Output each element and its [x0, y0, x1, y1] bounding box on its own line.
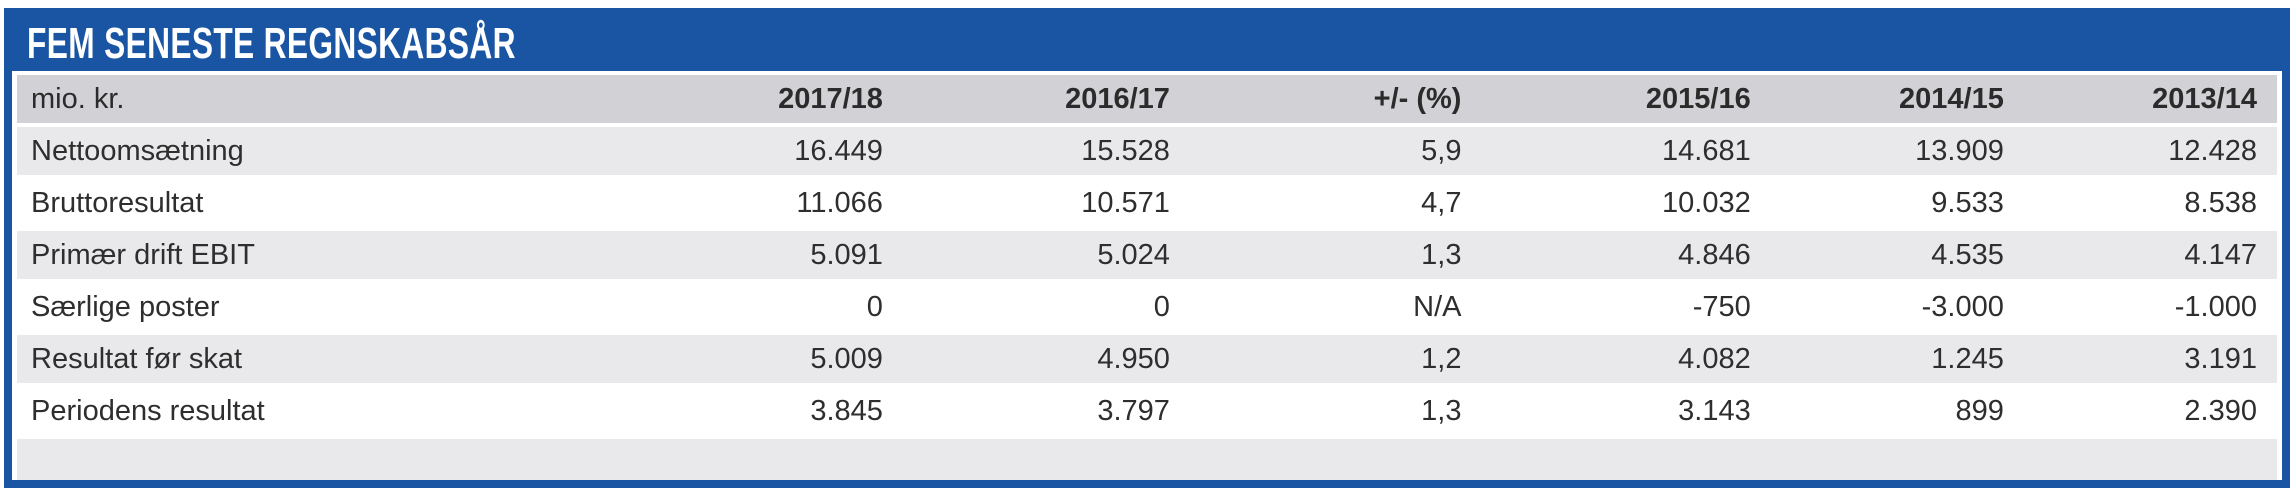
- cell-value: 1.245: [1770, 333, 2024, 387]
- empty-footer-cell: [17, 437, 2277, 480]
- cell-value: 5.024: [902, 229, 1190, 283]
- cell-value: 9.533: [1770, 177, 2024, 231]
- cell-value: 3.191: [2023, 333, 2277, 387]
- column-header-201718: 2017/18: [604, 75, 903, 127]
- financial-table-card: FEM SENESTE REGNSKABSÅR mio. kr. 2017/18…: [4, 8, 2290, 488]
- card-title-bar: FEM SENESTE REGNSKABSÅR: [12, 16, 2282, 71]
- column-header-201617: 2016/17: [902, 75, 1190, 127]
- row-label: Resultat før skat: [17, 333, 605, 387]
- cell-value: -3.000: [1770, 281, 2024, 335]
- cell-value: 4.147: [2023, 229, 2277, 283]
- cell-value: 4.950: [902, 333, 1190, 387]
- cell-value: 1,2: [1189, 333, 1482, 387]
- cell-value: 8.538: [2023, 177, 2277, 231]
- cell-value: 12.428: [2023, 125, 2277, 179]
- cell-value: 3.845: [604, 385, 903, 439]
- cell-value: 5.091: [604, 229, 903, 283]
- cell-value: -1.000: [2023, 281, 2277, 335]
- column-header-201516: 2015/16: [1481, 75, 1771, 127]
- cell-value: 5.009: [604, 333, 903, 387]
- row-label: Bruttoresultat: [17, 177, 605, 231]
- row-label: Periodens resultat: [17, 385, 605, 439]
- table-content: mio. kr. 2017/18 2016/17 +/- (%) 2015/16 201…: [12, 71, 2282, 480]
- unit-label: mio. kr.: [17, 75, 605, 127]
- cell-value: 4.535: [1770, 229, 2024, 283]
- cell-value: 0: [604, 281, 903, 335]
- cell-value: 5,9: [1189, 125, 1482, 179]
- column-header-: +/- (%): [1189, 75, 1482, 127]
- cell-value: 0: [902, 281, 1190, 335]
- cell-value: -750: [1481, 281, 1771, 335]
- cell-value: 3.797: [902, 385, 1190, 439]
- cell-value: 1,3: [1189, 385, 1482, 439]
- table-row: Periodens resultat 3.845 3.797 1,3 3.143 899 2…: [17, 385, 2277, 439]
- card-title: FEM SENESTE REGNSKABSÅR: [27, 18, 516, 68]
- table-header-row: mio. kr. 2017/18 2016/17 +/- (%) 2015/16 201…: [17, 75, 2277, 127]
- cell-value: 899: [1770, 385, 2024, 439]
- cell-value: 2.390: [2023, 385, 2277, 439]
- column-header-201314: 2013/14: [2023, 75, 2277, 127]
- cell-value: 13.909: [1770, 125, 2024, 179]
- table-row: Særlige poster 0 0 N/A -750 -3.000 -1.000: [17, 281, 2277, 335]
- row-label: Primær drift EBIT: [17, 229, 605, 283]
- cell-value: 10.032: [1481, 177, 1771, 231]
- cell-value: 1,3: [1189, 229, 1482, 283]
- table-row: Resultat før skat 5.009 4.950 1,2 4.082 1.245…: [17, 333, 2277, 387]
- table-row: Nettoomsætning 16.449 15.528 5,9 14.681 13.90…: [17, 125, 2277, 179]
- cell-value: 11.066: [604, 177, 903, 231]
- column-header-201415: 2014/15: [1770, 75, 2024, 127]
- five-year-financials-table: mio. kr. 2017/18 2016/17 +/- (%) 2015/16 201…: [17, 75, 2277, 480]
- cell-value: 3.143: [1481, 385, 1771, 439]
- cell-value: 4.846: [1481, 229, 1771, 283]
- cell-value: 4,7: [1189, 177, 1482, 231]
- row-label: Særlige poster: [17, 281, 605, 335]
- table-row: Bruttoresultat 11.066 10.571 4,7 10.032 9.533…: [17, 177, 2277, 231]
- cell-value: 16.449: [604, 125, 903, 179]
- row-label: Nettoomsætning: [17, 125, 605, 179]
- empty-footer-row: [17, 437, 2277, 480]
- table-row: Primær drift EBIT 5.091 5.024 1,3 4.846 4.535…: [17, 229, 2277, 283]
- cell-value: 14.681: [1481, 125, 1771, 179]
- table-body: Nettoomsætning 16.449 15.528 5,9 14.681 13.90…: [17, 125, 2277, 480]
- cell-value: 15.528: [902, 125, 1190, 179]
- cell-value: 10.571: [902, 177, 1190, 231]
- cell-value: N/A: [1189, 281, 1482, 335]
- cell-value: 4.082: [1481, 333, 1771, 387]
